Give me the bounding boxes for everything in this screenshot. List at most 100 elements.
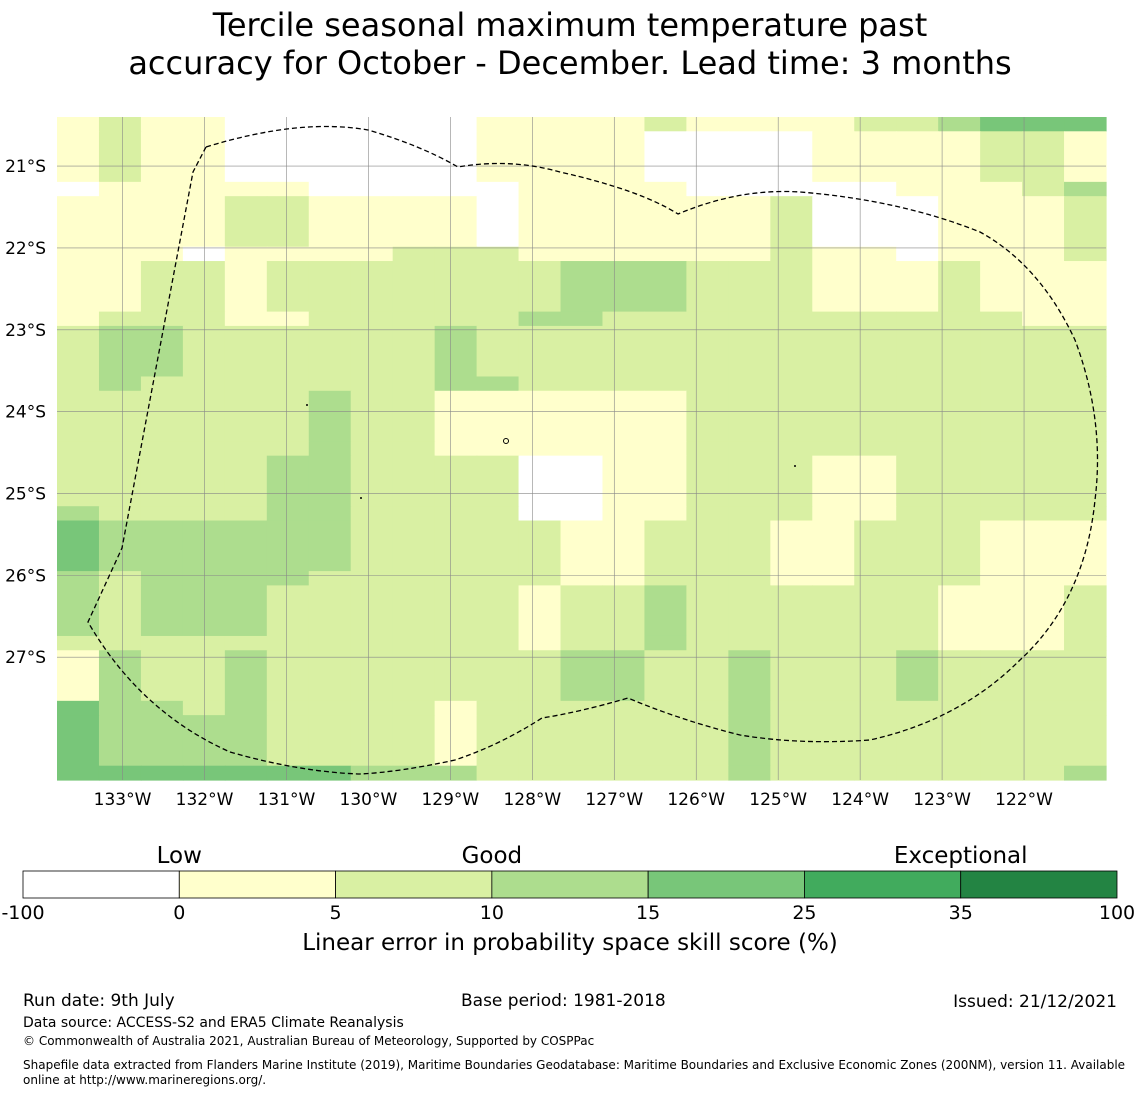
grid-cell	[518, 765, 562, 781]
grid-cell	[434, 520, 478, 572]
grid-cell	[938, 376, 981, 392]
grid-cell	[1064, 325, 1107, 378]
grid-cell	[686, 571, 729, 586]
grid-cell	[770, 506, 813, 522]
grid-cell	[896, 650, 939, 702]
grid-cell	[938, 311, 981, 327]
grid-cell	[57, 246, 100, 262]
grid-cell	[728, 585, 771, 637]
grid-cell	[896, 700, 939, 716]
grid-cell	[1022, 765, 1065, 781]
grid-cell	[1064, 700, 1107, 716]
skill-map: 133°W 132°W 131°W 130°W 129°W 128°W 127°W 126°W…	[5, 117, 1118, 899]
grid-cell	[812, 635, 855, 651]
grid-cell	[392, 181, 436, 197]
grid-cell	[854, 455, 897, 507]
grid-cell	[770, 325, 813, 378]
grid-cell	[1064, 117, 1107, 132]
grid-cell	[1022, 131, 1065, 183]
grid-cell	[350, 325, 394, 378]
grid-cell	[308, 700, 352, 716]
grid-cell	[224, 506, 268, 522]
grid-cell	[224, 650, 268, 702]
grid-cell	[854, 520, 897, 572]
grid-cell	[57, 650, 100, 702]
grid-cell	[686, 506, 729, 522]
shapefile-credit-1: Shapefile data extracted from Flanders M…	[23, 1058, 1126, 1072]
grid-cell	[770, 131, 813, 183]
grid-cell	[602, 520, 646, 572]
grid-cell	[728, 765, 771, 781]
grid-cell	[140, 261, 184, 313]
grid-cell	[350, 650, 394, 702]
grid-cell	[938, 246, 981, 262]
grid-cell	[350, 181, 394, 197]
grid-cell	[686, 520, 729, 572]
grid-cell	[938, 455, 981, 507]
grid-cell	[350, 506, 394, 522]
grid-cell	[938, 131, 981, 183]
grid-cell	[686, 261, 729, 313]
grid-cell	[182, 520, 226, 572]
grid-cell	[182, 650, 226, 702]
grid-cell	[896, 571, 939, 586]
latitude-tick-label: 26°S	[5, 566, 46, 586]
grid-cell	[812, 506, 855, 522]
grid-cell	[686, 131, 729, 183]
grid-cell	[938, 571, 981, 586]
grid-cell	[1064, 181, 1107, 197]
grid-cell	[392, 700, 436, 716]
grid-cell	[644, 376, 687, 392]
grid-cell	[308, 311, 352, 327]
grid-cell	[266, 131, 310, 183]
grid-cell	[518, 700, 562, 716]
longitude-tick-label: 130°W	[340, 790, 398, 810]
grid-cell	[266, 650, 310, 702]
grid-cell	[1064, 635, 1107, 651]
grid-cell	[434, 700, 478, 716]
grid-cell	[560, 441, 604, 457]
grid-cell	[266, 700, 310, 716]
grid-cell	[644, 506, 687, 522]
grid-cell	[1022, 117, 1065, 132]
grid-cell	[476, 765, 520, 781]
grid-cell	[728, 571, 771, 586]
grid-cell	[644, 246, 687, 262]
grid-cell	[728, 196, 771, 248]
grid-cell	[392, 311, 436, 327]
longitude-tick-label: 123°W	[913, 790, 971, 810]
grid-cell	[308, 765, 352, 781]
grid-cell	[224, 131, 268, 183]
grid-cell	[602, 246, 646, 262]
grid-cell	[770, 585, 813, 637]
grid-cell	[812, 196, 855, 248]
colorbar-tick-label: 0	[173, 902, 186, 924]
eez-boundary	[87, 125, 1099, 775]
grid-cell	[518, 196, 562, 248]
grid-cell	[140, 131, 184, 183]
grid-cell	[980, 571, 1023, 586]
grid-cell	[602, 700, 646, 716]
grid-cell	[350, 585, 394, 637]
colorbar-tick-label: 10	[479, 902, 504, 924]
grid-cell	[476, 455, 520, 507]
grid-cell	[392, 571, 436, 586]
grid-cell	[518, 390, 562, 442]
grid-cell	[686, 700, 729, 716]
grid-cell	[57, 520, 100, 572]
grid-cell	[224, 455, 268, 507]
grid-cell	[224, 520, 268, 572]
grid-cell	[560, 455, 604, 507]
grid-cell	[980, 455, 1023, 507]
grid-cell	[224, 700, 268, 716]
legend-category-low: Low	[156, 843, 202, 869]
grid-cell	[98, 441, 142, 457]
grid-cell	[854, 246, 897, 262]
grid-cell	[182, 196, 226, 248]
grid-cell	[224, 585, 268, 637]
longitude-tick-label: 129°W	[421, 790, 479, 810]
grid-cell	[308, 441, 352, 457]
grid-cell	[518, 181, 562, 197]
grid-cell	[98, 506, 142, 522]
grid-cell	[224, 390, 268, 442]
